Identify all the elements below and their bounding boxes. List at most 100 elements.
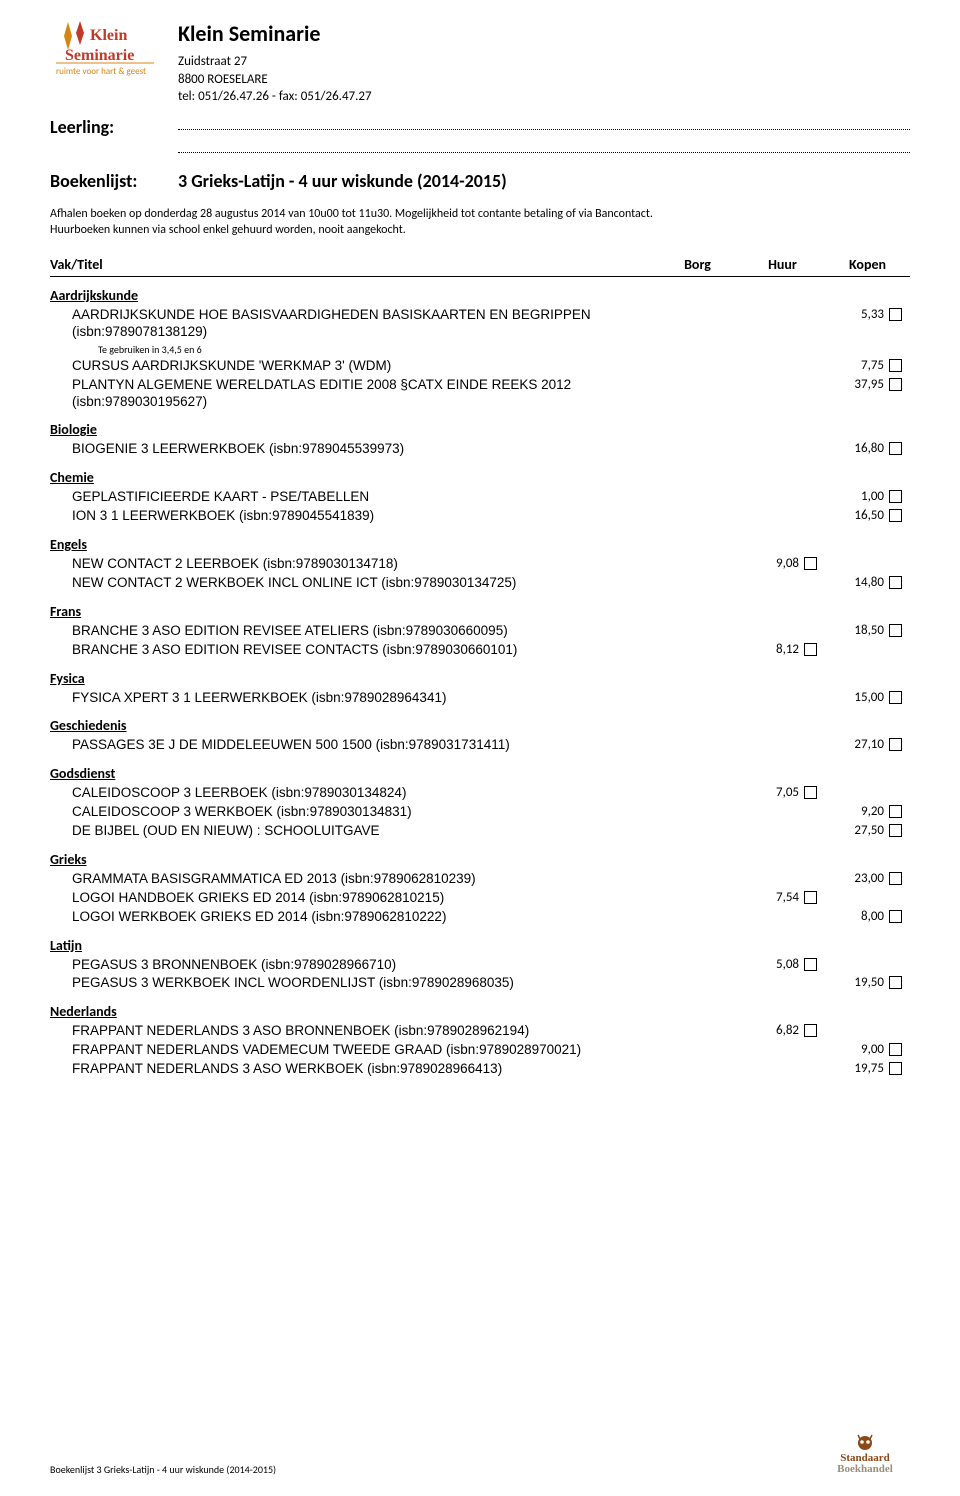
book-title: PEGASUS 3 BRONNENBOEK (isbn:978902896671… [50, 957, 655, 974]
leerling-field-2[interactable] [178, 141, 910, 153]
kopen-checkbox[interactable] [889, 1043, 902, 1056]
huur-checkbox[interactable] [804, 786, 817, 799]
kopen-checkbox[interactable] [889, 691, 902, 704]
huur-cell: 5,08 [740, 957, 825, 972]
huur-checkbox[interactable] [804, 643, 817, 656]
kopen-checkbox[interactable] [889, 872, 902, 885]
subject-heading: Nederlands [50, 1003, 910, 1020]
kopen-price: 16,50 [854, 508, 884, 523]
kopen-price: 19,50 [854, 975, 884, 990]
kopen-cell: 7,75 [825, 358, 910, 373]
book-item-row: PLANTYN ALGEMENE WERELDATLAS EDITIE 2008… [50, 376, 910, 412]
book-title: BIOGENIE 3 LEERWERKBOEK (isbn:9789045539… [50, 441, 655, 458]
book-item-row: BIOGENIE 3 LEERWERKBOEK (isbn:9789045539… [50, 440, 910, 459]
book-item-row: PASSAGES 3E J DE MIDDELEEUWEN 500 1500 (… [50, 736, 910, 755]
kopen-checkbox[interactable] [889, 378, 902, 391]
school-logo: Klein Seminarie ruimte voor hart & geest [50, 20, 160, 95]
huur-price: 8,12 [776, 642, 799, 657]
book-item-row: FYSICA XPERT 3 1 LEERWERKBOEK (isbn:9789… [50, 689, 910, 708]
note-line-1: Afhalen boeken op donderdag 28 augustus … [50, 206, 910, 222]
book-title: NEW CONTACT 2 LEERBOEK (isbn:97890301347… [50, 556, 655, 573]
kopen-price: 8,00 [861, 909, 884, 924]
book-item-row: PEGASUS 3 WERKBOEK INCL WOORDENLIJST (is… [50, 974, 910, 993]
book-item-row: FRAPPANT NEDERLANDS VADEMECUM TWEEDE GRA… [50, 1041, 910, 1060]
kopen-price: 9,00 [861, 1042, 884, 1057]
subject-heading: Fysica [50, 670, 910, 687]
kopen-checkbox[interactable] [889, 738, 902, 751]
subject-heading: Geschiedenis [50, 717, 910, 734]
huur-cell: 9,08 [740, 556, 825, 571]
logo-tagline: ruimte voor hart & geest [56, 66, 146, 77]
kopen-checkbox[interactable] [889, 509, 902, 522]
kopen-checkbox[interactable] [889, 824, 902, 837]
kopen-price: 27,10 [854, 737, 884, 752]
book-item-row: LOGOI WERKBOEK GRIEKS ED 2014 (isbn:9789… [50, 908, 910, 927]
subject-heading: Engels [50, 536, 910, 553]
kopen-checkbox[interactable] [889, 490, 902, 503]
svg-text:Klein: Klein [90, 27, 127, 44]
book-item-row: CALEIDOSCOOP 3 WERKBOEK (isbn:9789030134… [50, 803, 910, 822]
book-item-row: GEPLASTIFICIEERDE KAART - PSE/TABELLEN1,… [50, 488, 910, 507]
book-item-row: ION 3 1 LEERWERKBOEK (isbn:9789045541839… [50, 507, 910, 526]
kopen-checkbox[interactable] [889, 576, 902, 589]
book-title: PLANTYN ALGEMENE WERELDATLAS EDITIE 2008… [50, 377, 655, 411]
header: Klein Seminarie ruimte voor hart & geest… [50, 20, 910, 106]
huur-cell: 7,54 [740, 890, 825, 905]
subject-heading: Grieks [50, 851, 910, 868]
kopen-checkbox[interactable] [889, 910, 902, 923]
col-kopen: Kopen [825, 256, 910, 273]
leerling-field[interactable] [178, 118, 910, 130]
kopen-price: 14,80 [854, 575, 884, 590]
kopen-price: 23,00 [854, 871, 884, 886]
kopen-cell: 16,50 [825, 508, 910, 523]
kopen-cell: 37,95 [825, 377, 910, 392]
book-title: PASSAGES 3E J DE MIDDELEEUWEN 500 1500 (… [50, 737, 655, 754]
huur-price: 6,82 [776, 1023, 799, 1038]
kopen-price: 27,50 [854, 823, 884, 838]
book-item-row: BRANCHE 3 ASO EDITION REVISEE CONTACTS (… [50, 641, 910, 660]
huur-price: 5,08 [776, 957, 799, 972]
book-title: BRANCHE 3 ASO EDITION REVISEE CONTACTS (… [50, 642, 655, 659]
booklist-title: 3 Grieks-Latijn - 4 uur wiskunde (2014-2… [178, 170, 507, 192]
kopen-cell: 9,00 [825, 1042, 910, 1057]
kopen-checkbox[interactable] [889, 976, 902, 989]
kopen-cell: 27,50 [825, 823, 910, 838]
col-borg: Borg [655, 256, 740, 273]
book-item-row: BRANCHE 3 ASO EDITION REVISEE ATELIERS (… [50, 622, 910, 641]
book-title: PEGASUS 3 WERKBOEK INCL WOORDENLIJST (is… [50, 975, 655, 992]
kopen-checkbox[interactable] [889, 1062, 902, 1075]
footer: Boekenlijst 3 Grieks-Latijn - 4 uur wisk… [50, 1433, 910, 1476]
kopen-checkbox[interactable] [889, 308, 902, 321]
book-title: NEW CONTACT 2 WERKBOEK INCL ONLINE ICT (… [50, 575, 655, 592]
logo-icon: Klein Seminarie [50, 20, 160, 68]
kopen-checkbox[interactable] [889, 359, 902, 372]
kopen-checkbox[interactable] [889, 805, 902, 818]
book-title: LOGOI HANDBOEK GRIEKS ED 2014 (isbn:9789… [50, 890, 655, 907]
kopen-cell: 5,33 [825, 307, 910, 322]
book-item-row: FRAPPANT NEDERLANDS 3 ASO BRONNENBOEK (i… [50, 1022, 910, 1041]
book-item-row: NEW CONTACT 2 LEERBOEK (isbn:97890301347… [50, 555, 910, 574]
book-title: CURSUS AARDRIJKSKUNDE 'WERKMAP 3' (WDM) [50, 358, 655, 375]
footer-text: Boekenlijst 3 Grieks-Latijn - 4 uur wisk… [50, 1463, 276, 1476]
kopen-price: 37,95 [854, 377, 884, 392]
footer-brand-logo: Standaard Boekhandel [820, 1433, 910, 1476]
kopen-price: 1,00 [861, 489, 884, 504]
huur-price: 7,05 [776, 785, 799, 800]
huur-checkbox[interactable] [804, 1024, 817, 1037]
school-addr2: 8800 ROESELARE [178, 71, 910, 89]
book-title: BRANCHE 3 ASO EDITION REVISEE ATELIERS (… [50, 623, 655, 640]
notes: Afhalen boeken op donderdag 28 augustus … [50, 206, 910, 238]
book-item-row: GRAMMATA BASISGRAMMATICA ED 2013 (isbn:9… [50, 870, 910, 889]
subject-heading: Latijn [50, 937, 910, 954]
huur-checkbox[interactable] [804, 891, 817, 904]
huur-checkbox[interactable] [804, 557, 817, 570]
col-vak: Vak/Titel [50, 256, 655, 273]
kopen-checkbox[interactable] [889, 442, 902, 455]
book-note: Te gebruiken in 3,4,5 en 6 [50, 343, 910, 356]
huur-cell: 7,05 [740, 785, 825, 800]
huur-checkbox[interactable] [804, 958, 817, 971]
kopen-price: 16,80 [854, 441, 884, 456]
kopen-checkbox[interactable] [889, 624, 902, 637]
boekenlijst-label: Boekenlijst: [50, 170, 178, 192]
table-header: Vak/Titel Borg Huur Kopen [50, 256, 910, 277]
